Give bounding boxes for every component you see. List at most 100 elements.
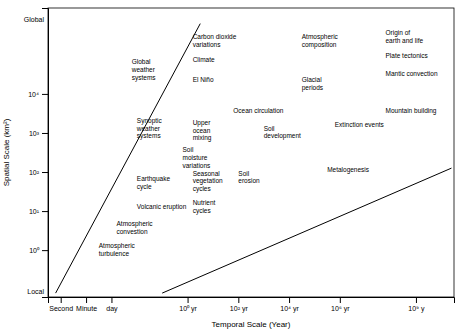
y-tick-mark — [42, 172, 48, 173]
y-tick-label: 10¹ — [29, 208, 40, 215]
y-tick: 10⁰ — [29, 247, 48, 254]
annotation-line: Synoptic — [137, 117, 163, 125]
axis-end-label: Global — [24, 16, 45, 23]
annotation: Soilerosion — [238, 170, 260, 185]
annotation: Carbon dioxidevariations — [193, 33, 237, 48]
annotation-line: Soil — [264, 125, 275, 132]
annotation-line: composition — [302, 41, 337, 49]
line — [56, 24, 201, 293]
annotation: Seasonalvegetationcycles — [193, 170, 223, 194]
annotation-line: Ocean circulation — [233, 107, 284, 114]
x-tick: 10⁶ yr — [331, 297, 350, 313]
y-tick-mark — [42, 133, 48, 134]
annotation-line: periods — [302, 84, 324, 92]
annotation-line: Atmospheric — [302, 33, 339, 41]
annotation-line: convestion — [117, 228, 148, 235]
y-tick: 10³ — [29, 130, 48, 137]
annotation-line: cycles — [193, 207, 212, 215]
annotation-line: Glacial — [302, 76, 322, 83]
annotation-line: Extinction events — [335, 121, 385, 128]
annotation-line: Global — [132, 58, 151, 65]
annotation-line: variations — [193, 41, 222, 48]
annotation-line: Atmospheric — [99, 242, 136, 250]
x-tick-mark — [289, 297, 290, 303]
x-tick-label: 10⁴ yr — [280, 305, 299, 313]
y-tick: 10² — [29, 169, 48, 176]
annotation: Atmosphericcomposition — [302, 33, 339, 49]
annotations: GlobalweathersystemsCarbon dioxidevariat… — [99, 29, 438, 257]
line — [162, 168, 451, 293]
annotation: Mountain building — [385, 107, 436, 115]
x-axis: SecondMinute day 10⁰ yr 10² yr 10⁴ yr 10⁶ yr 1… — [49, 297, 455, 313]
annotation-line: vegetation — [193, 177, 223, 185]
x-tick-mark — [61, 297, 62, 303]
annotation-line: El Niño — [193, 76, 214, 83]
plot: SecondMinute day 10⁰ yr 10² yr 10⁴ yr 10⁶ yr 1… — [24, 8, 455, 313]
annotation-line: ocean — [193, 127, 211, 134]
x-tick-mark — [238, 297, 239, 303]
x-tick-mark — [188, 297, 189, 303]
y-tick-label: 10² — [29, 169, 40, 176]
y-tick-mark — [42, 94, 48, 95]
annotation-line: cycle — [137, 183, 152, 191]
axis-end-label: Local — [27, 288, 44, 295]
annotation-line: Metalogenesis — [327, 166, 370, 174]
y-tick-mark — [42, 250, 48, 251]
annotation: Atmosphericturbulence — [99, 242, 136, 257]
annotation-line: Upper — [193, 119, 212, 127]
x-tick-mark — [340, 297, 341, 303]
annotation: Metalogenesis — [327, 166, 370, 174]
annotation: Globalweathersystems — [131, 58, 157, 82]
x-tick-mark — [86, 297, 87, 303]
annotation: Climate — [193, 56, 215, 63]
annotation-line: Mantic convection — [385, 70, 437, 77]
annotation-line: Carbon dioxide — [193, 33, 237, 40]
x-tick-label: Second — [49, 305, 73, 312]
x-tick-label: day — [106, 305, 118, 313]
y-axis-title: Spatial Scale (km²) — [2, 118, 11, 186]
annotation: Plate tectonics — [385, 52, 428, 59]
y-tick: 10¹ — [29, 208, 48, 215]
x-axis-line — [49, 298, 455, 304]
x-tick: Second — [49, 297, 73, 312]
x-tick: 10⁰ yr — [179, 297, 197, 313]
annotation-line: Volcanic eruption — [137, 203, 187, 211]
annotation-line: weather — [131, 66, 156, 73]
annotation-line: Mountain building — [385, 107, 436, 115]
annotation-line: systems — [137, 132, 162, 140]
annotation-line: Soil — [238, 170, 249, 177]
annotation: Upperoceanmixing — [193, 119, 212, 143]
annotation: Earthquakecycle — [137, 175, 171, 191]
y-axis-line — [42, 9, 49, 298]
annotation-line: Seasonal — [193, 170, 221, 177]
annotation: Soildevelopment — [264, 125, 301, 141]
x-tick-label: 10⁹ y — [408, 305, 425, 313]
annotation: Atmosphericconvestion — [117, 220, 154, 235]
annotation: Soilmoisturevariations — [182, 146, 211, 169]
x-tick: 10⁹ y — [408, 297, 425, 313]
annotation-line: turbulence — [99, 250, 130, 257]
x-tick-label: 10⁰ yr — [179, 305, 197, 313]
annotation-line: mixing — [193, 134, 212, 142]
annotation-line: Origin of — [385, 29, 410, 37]
x-tick-mark — [416, 297, 417, 303]
x-tick-label: 10² yr — [230, 305, 249, 313]
x-tick-mark — [111, 297, 112, 303]
annotation: Volcanic eruption — [137, 203, 187, 211]
y-tick-mark — [42, 211, 48, 212]
chart: SecondMinute day 10⁰ yr 10² yr 10⁴ yr 10⁶ yr 1… — [0, 0, 474, 333]
x-tick: Minute — [76, 297, 97, 312]
x-tick-label: 10⁶ yr — [331, 305, 350, 313]
y-tick-label: 10⁰ — [29, 247, 40, 254]
annotation: Ocean circulation — [233, 107, 284, 114]
y-tick-label: 10³ — [29, 130, 40, 137]
annotation-line: Earthquake — [137, 175, 171, 183]
x-tick-label: Minute — [76, 305, 97, 312]
x-tick: day — [106, 297, 118, 313]
annotation: Mantic convection — [385, 70, 437, 77]
annotation-line: weather — [136, 125, 161, 132]
y-axis: 10⁰10¹10²10³10⁴ — [28, 9, 48, 298]
annotation-line: Nutrient — [193, 199, 216, 206]
annotation-line: Soil — [182, 146, 193, 153]
lines — [56, 24, 452, 293]
